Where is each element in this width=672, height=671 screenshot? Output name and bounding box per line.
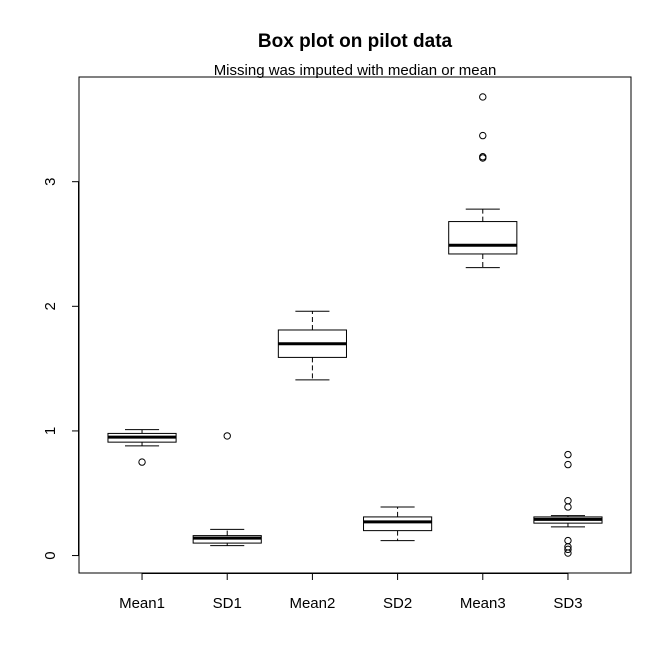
y-tick-label: 0 xyxy=(42,551,59,559)
y-tick-label: 3 xyxy=(42,178,59,186)
outlier-point xyxy=(564,503,572,511)
box-sd1 xyxy=(192,432,262,547)
outlier-point xyxy=(479,93,487,101)
box-series xyxy=(107,93,603,557)
outlier-point xyxy=(138,458,146,466)
box-body xyxy=(448,221,518,255)
box-sd3 xyxy=(533,450,603,557)
box-mean2 xyxy=(277,310,347,381)
box-mean1 xyxy=(107,429,177,466)
outlier-point xyxy=(564,545,572,554)
y-tick-label: 2 xyxy=(42,302,59,310)
x-tick-label: SD1 xyxy=(213,595,242,612)
chart-title: Box plot on pilot data xyxy=(258,31,453,52)
plot-frame xyxy=(78,76,632,574)
outlier-point xyxy=(564,536,572,545)
chart-subtitle: Missing was imputed with median or mean xyxy=(214,62,497,79)
x-tick-label: Mean2 xyxy=(289,595,335,612)
x-tick-label: Mean1 xyxy=(119,595,165,612)
outlier-point xyxy=(564,460,572,469)
x-tick-label: Mean3 xyxy=(460,595,506,612)
x-tick-label: SD2 xyxy=(383,595,412,612)
box-mean3 xyxy=(448,93,518,269)
outlier-point xyxy=(564,549,572,557)
outlier-point xyxy=(223,432,231,440)
y-axis: 0 1 2 3 xyxy=(42,178,79,560)
outlier-point xyxy=(479,131,487,140)
outlier-point xyxy=(564,497,572,505)
outlier-point xyxy=(479,153,487,161)
y-tick-label: 1 xyxy=(42,427,59,435)
x-axis: Mean1 SD1 Mean2 SD2 Mean3 SD3 xyxy=(119,573,583,612)
box-body xyxy=(363,516,433,532)
x-tick-label: SD3 xyxy=(553,595,582,612)
box-sd2 xyxy=(363,506,433,542)
outlier-point xyxy=(564,450,572,459)
